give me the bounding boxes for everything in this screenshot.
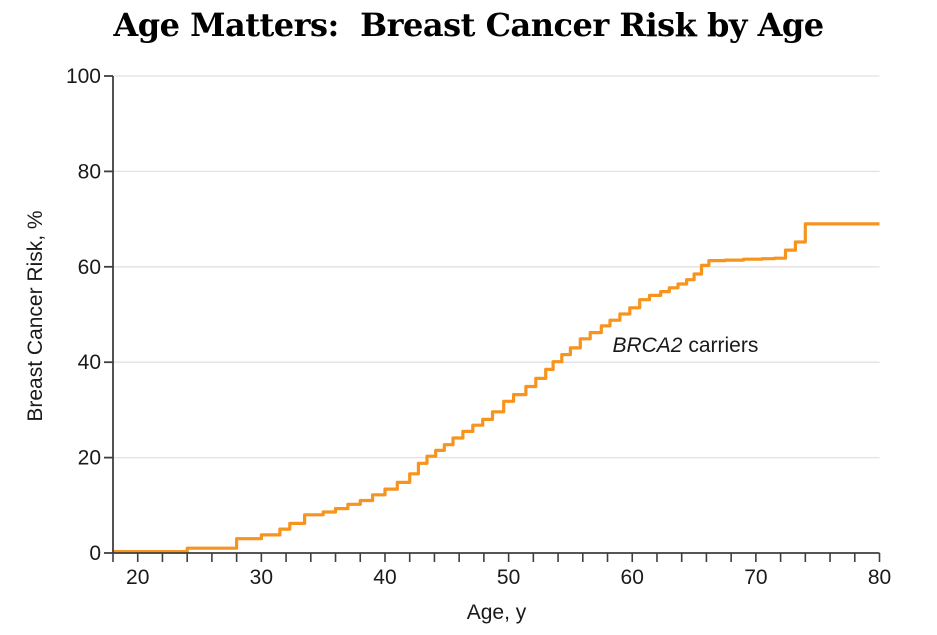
annotation-gene-name: BRCA2 [612,333,683,357]
y-tick-label-80: 80 [78,160,101,183]
y-tick-label-100: 100 [66,65,101,88]
series-path-brca2-carriers [113,222,880,554]
tick-labels: 0 20 40 60 80 100 20 30 40 50 60 70 80 [66,65,891,589]
x-tick-label-40: 40 [373,566,396,589]
gridlines [113,75,880,459]
x-tick-label-50: 50 [497,566,520,589]
x-tick-label-60: 60 [621,566,644,589]
risk-step-line [113,222,880,554]
x-tick-label-80: 80 [868,566,891,589]
axis-lines [112,76,880,554]
series-annotation: BRCA2 carriers [612,334,758,358]
y-tick-label-0: 0 [89,542,101,565]
y-tick-label-20: 20 [78,447,101,470]
x-axis-title: Age, y [466,601,527,624]
y-axis-title: Breast Cancer Risk, % [24,210,47,422]
x-tick-label-30: 30 [250,566,273,589]
y-tick-label-60: 60 [78,256,101,279]
axes [104,75,881,562]
x-tick-label-70: 70 [744,566,767,589]
y-tick-label-40: 40 [78,351,101,374]
x-tick-label-20: 20 [126,566,149,589]
chart-title: Age Matters: Breast Cancer Risk by Age [113,6,824,44]
annotation-carriers-text: carriers [682,333,759,357]
